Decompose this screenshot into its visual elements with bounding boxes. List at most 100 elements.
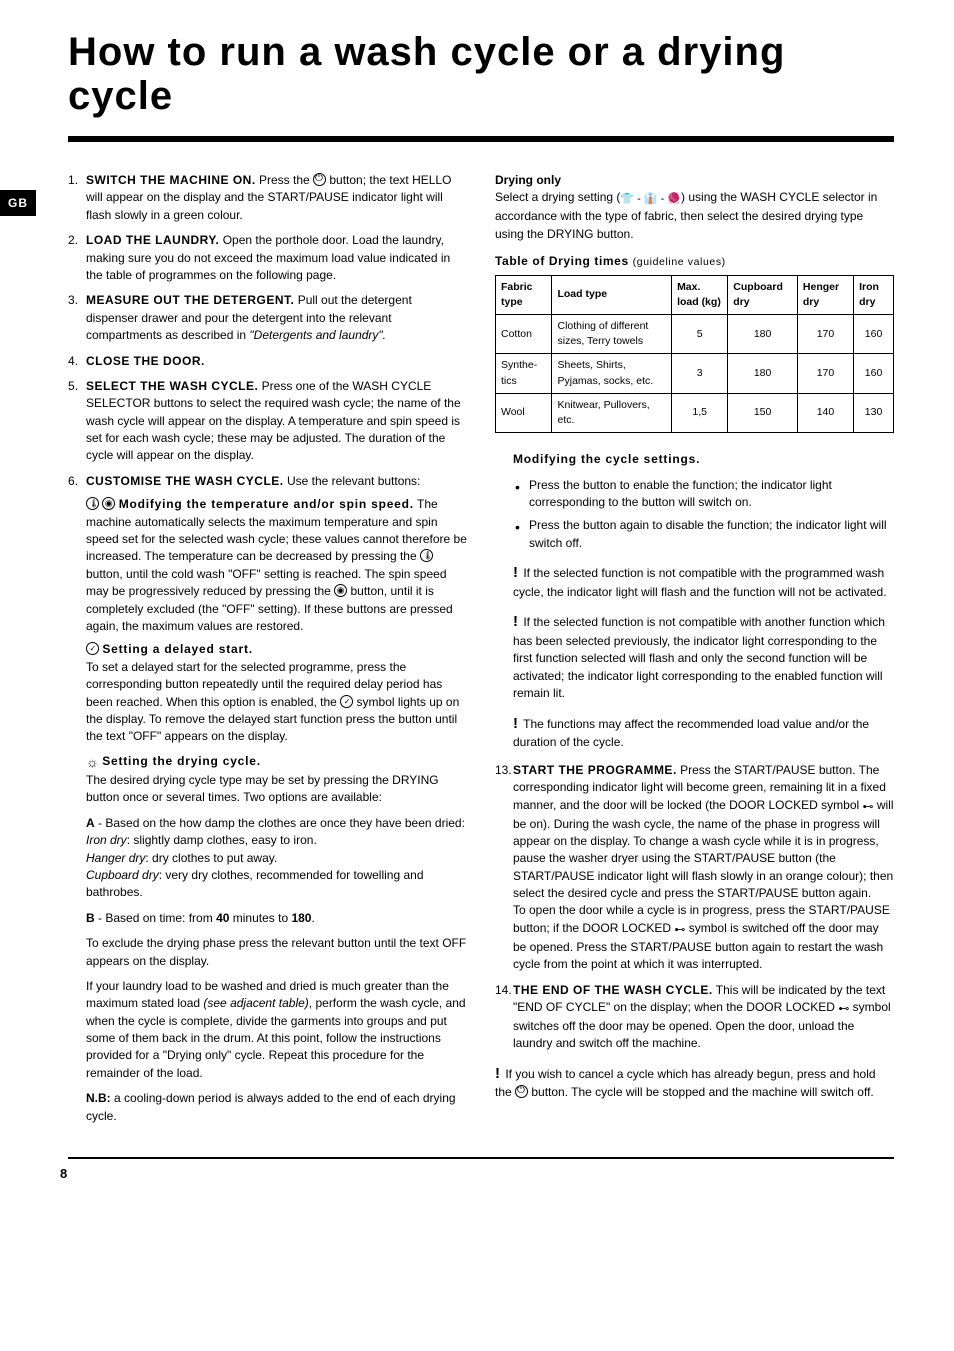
iron-dry-text: : slightly damp clothes, easy to iron. [127, 833, 317, 847]
language-tab: GB [0, 190, 36, 216]
load-note: If your laundry load to be washed and dr… [86, 978, 467, 1082]
warning-3: ! The functions may affect the recommend… [513, 713, 894, 752]
iron-dry-line: Iron dry: slightly damp clothes, easy to… [86, 832, 467, 849]
hanger-dry-line: Hanger dry: dry clothes to put away. [86, 850, 467, 867]
final-warning: ! If you wish to cancel a cycle which ha… [495, 1063, 894, 1102]
option-b-label: B [86, 911, 95, 925]
step-5-head: SELECT THE WASH CYCLE. [86, 379, 258, 393]
lock-icon-2: ⊷ [674, 923, 685, 939]
step-7-text2: will be on). During the wash cycle, the … [513, 798, 894, 901]
bottom-rule [68, 1157, 894, 1159]
td-fabric: Wool [496, 393, 552, 432]
steps-list-left: SWITCH THE MACHINE ON. Press the button;… [68, 172, 467, 1125]
warning-1: ! If the selected function is not compat… [513, 562, 894, 601]
exclude-drying: To exclude the drying phase press the re… [86, 935, 467, 970]
td-load: Sheets, Shirts, Pyjamas, socks, etc. [552, 354, 672, 393]
step-6-text: Use the relevant buttons: [284, 474, 421, 488]
nb-text: a cooling-down period is always added to… [86, 1091, 456, 1122]
th-cupboard: Cupboard dry [728, 275, 798, 314]
step-7: START THE PROGRAMME. Press the START/PAU… [495, 762, 894, 974]
step-2-head: LOAD THE LAUNDRY. [86, 233, 219, 247]
option-b-text2: minutes to [229, 911, 291, 925]
th-max-load: Max. load (kg) [672, 275, 728, 314]
lock-icon-3: ⊷ [838, 1002, 849, 1018]
warn-icon: ! [513, 715, 518, 732]
nb-note: N.B: a cooling-down period is always add… [86, 1090, 467, 1125]
title-rule [68, 136, 894, 142]
td-iron: 160 [854, 354, 894, 393]
td-max: 1,5 [672, 393, 728, 432]
warn-icon: ! [513, 613, 518, 630]
temp-spin-head: Modifying the temperature and/or spin sp… [119, 497, 414, 511]
option-a-label: A [86, 816, 95, 830]
cupboard-dry-label: Cupboard dry [86, 868, 159, 882]
warn-icon: ! [495, 1065, 500, 1082]
td-load: Knitwear, Pullovers, etc. [552, 393, 672, 432]
step-3: MEASURE OUT THE DETERGENT. Pull out the … [68, 292, 467, 344]
warn-1-text: If the selected function is not compatib… [513, 566, 887, 599]
td-fabric: Cotton [496, 314, 552, 353]
table-row: Wool Knitwear, Pullovers, etc. 1,5 150 1… [496, 393, 894, 432]
temperature-icon [86, 497, 99, 510]
content-columns: SWITCH THE MACHINE ON. Press the button;… [68, 172, 894, 1133]
step-1: SWITCH THE MACHINE ON. Press the button;… [68, 172, 467, 224]
left-column: SWITCH THE MACHINE ON. Press the button;… [68, 172, 467, 1133]
drying-option-a: A - Based on the how damp the clothes ar… [86, 815, 467, 832]
drying-table-title: Table of Drying times (guideline values) [495, 253, 894, 270]
fabric-icons: 👕 - 👔 - 🧶 [620, 192, 681, 208]
table-header-row: Fabric type Load type Max. load (kg) Cup… [496, 275, 894, 314]
drying-cycle-intro: The desired drying cycle type may be set… [86, 773, 439, 804]
td-max: 3 [672, 354, 728, 393]
td-hang: 170 [797, 314, 853, 353]
hanger-dry-text: : dry clothes to put away. [145, 851, 277, 865]
td-hang: 170 [797, 354, 853, 393]
bullet-2: Press the button again to disable the fu… [513, 517, 894, 552]
table-row: Cotton Clothing of different sizes, Terr… [496, 314, 894, 353]
spin-icon-2 [334, 584, 347, 597]
option-b-min: 40 [216, 911, 229, 925]
th-fabric: Fabric type [496, 275, 552, 314]
step-4-head: CLOSE THE DOOR. [86, 354, 205, 368]
step-3-italic: "Detergents and laundry". [249, 328, 386, 342]
option-a-text: - Based on the how damp the clothes are … [95, 816, 465, 830]
td-cup: 150 [728, 393, 798, 432]
drying-times-table: Fabric type Load type Max. load (kg) Cup… [495, 275, 894, 434]
spin-icon [102, 497, 115, 510]
warn-icon: ! [513, 564, 518, 581]
td-max: 5 [672, 314, 728, 353]
modify-head: Modifying the cycle settings. [513, 451, 894, 468]
td-iron: 130 [854, 393, 894, 432]
table-title-text: Table of Drying times [495, 254, 629, 268]
steps-list-right: START THE PROGRAMME. Press the START/PAU… [495, 762, 894, 1053]
load-italic: (see adjacent table) [203, 996, 308, 1010]
right-column: Drying only Select a drying setting (👕 -… [495, 172, 894, 1133]
warning-2: ! If the selected function is not compat… [513, 611, 894, 702]
step-1-text1: Press the [256, 173, 313, 187]
td-fabric: Synthe-tics [496, 354, 552, 393]
th-load-type: Load type [552, 275, 672, 314]
th-hanger: Henger dry [797, 275, 853, 314]
option-b-text1: - Based on time: from [95, 911, 216, 925]
drying-only-block: Drying only Select a drying setting (👕 -… [495, 172, 894, 243]
final-warn-text2: button. The cycle will be stopped and th… [528, 1085, 874, 1099]
step-8-head: THE END OF THE WASH CYCLE. [513, 983, 713, 997]
delay-icon-2 [340, 695, 353, 708]
warn-3-text: The functions may affect the recommended… [513, 717, 869, 750]
power-icon-2 [515, 1085, 528, 1098]
drying-only-text1: Select a drying setting ( [495, 190, 620, 204]
option-b-text3: . [311, 911, 314, 925]
drying-cycle-block: ☼ Setting the drying cycle. The desired … [86, 752, 467, 1125]
step-6-head: CUSTOMISE THE WASH CYCLE. [86, 474, 284, 488]
hanger-dry-label: Hanger dry [86, 851, 145, 865]
th-iron: Iron dry [854, 275, 894, 314]
drying-only-head: Drying only [495, 172, 894, 189]
bullet-1: Press the button to enable the function;… [513, 477, 894, 512]
power-icon [313, 173, 326, 186]
modify-block: Modifying the cycle settings. Press the … [495, 451, 894, 752]
td-load: Clothing of different sizes, Terry towel… [552, 314, 672, 353]
table-subtitle: (guideline values) [633, 256, 726, 268]
page-number: 8 [60, 1166, 67, 1181]
step-6: CUSTOMISE THE WASH CYCLE. Use the releva… [68, 473, 467, 1125]
td-hang: 140 [797, 393, 853, 432]
lock-icon: ⊷ [863, 800, 874, 816]
